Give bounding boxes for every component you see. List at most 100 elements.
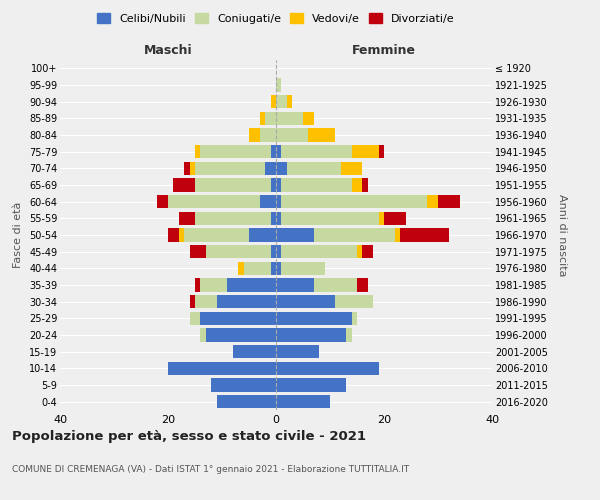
Bar	[438, 195, 460, 208]
Bar	[233, 345, 276, 358]
Bar	[157, 195, 168, 208]
Bar	[379, 212, 384, 225]
Bar	[276, 178, 281, 192]
Bar	[217, 295, 276, 308]
Bar	[362, 245, 373, 258]
Bar	[200, 278, 227, 291]
Bar	[276, 395, 330, 408]
Bar	[271, 212, 276, 225]
Bar	[271, 262, 276, 275]
Text: Femmine: Femmine	[352, 44, 416, 57]
Bar	[308, 128, 335, 141]
Bar	[276, 228, 314, 241]
Bar	[195, 145, 200, 158]
Bar	[249, 128, 260, 141]
Legend: Celibi/Nubili, Coniugati/e, Vedovi/e, Divorziati/e: Celibi/Nubili, Coniugati/e, Vedovi/e, Di…	[95, 10, 457, 26]
Bar	[395, 228, 400, 241]
Bar	[276, 145, 281, 158]
Bar	[195, 295, 217, 308]
Bar	[244, 262, 271, 275]
Bar	[173, 178, 195, 192]
Bar	[200, 328, 206, 342]
Bar	[179, 212, 195, 225]
Y-axis label: Anni di nascita: Anni di nascita	[557, 194, 567, 276]
Bar	[195, 162, 265, 175]
Bar	[276, 212, 281, 225]
Bar	[206, 328, 276, 342]
Bar	[352, 145, 379, 158]
Bar	[271, 245, 276, 258]
Bar	[190, 245, 206, 258]
Text: COMUNE DI CREMENAGA (VA) - Dati ISTAT 1° gennaio 2021 - Elaborazione TUTTITALIA.: COMUNE DI CREMENAGA (VA) - Dati ISTAT 1°…	[12, 465, 409, 474]
Bar	[227, 278, 276, 291]
Bar	[168, 228, 179, 241]
Bar	[276, 112, 303, 125]
Bar	[281, 178, 352, 192]
Bar	[271, 145, 276, 158]
Bar	[341, 162, 362, 175]
Bar	[287, 95, 292, 108]
Bar	[427, 195, 438, 208]
Bar	[184, 162, 190, 175]
Bar	[260, 128, 276, 141]
Text: Popolazione per età, sesso e stato civile - 2021: Popolazione per età, sesso e stato civil…	[12, 430, 366, 443]
Bar	[200, 312, 276, 325]
Bar	[276, 262, 281, 275]
Bar	[362, 178, 368, 192]
Bar	[314, 278, 357, 291]
Bar	[281, 145, 352, 158]
Bar	[276, 128, 308, 141]
Bar	[265, 162, 276, 175]
Bar	[281, 212, 379, 225]
Bar	[190, 162, 195, 175]
Bar	[346, 328, 352, 342]
Bar	[276, 312, 352, 325]
Bar	[379, 145, 384, 158]
Text: Maschi: Maschi	[143, 44, 193, 57]
Bar	[352, 312, 357, 325]
Bar	[276, 378, 346, 392]
Bar	[276, 162, 287, 175]
Bar	[276, 328, 346, 342]
Bar	[281, 245, 357, 258]
Bar	[195, 278, 200, 291]
Bar	[276, 362, 379, 375]
Bar	[276, 245, 281, 258]
Bar	[200, 145, 271, 158]
Bar	[168, 362, 276, 375]
Bar	[190, 312, 200, 325]
Bar	[179, 228, 184, 241]
Bar	[281, 262, 325, 275]
Bar	[195, 178, 271, 192]
Bar	[265, 112, 276, 125]
Bar	[168, 195, 260, 208]
Bar	[357, 278, 368, 291]
Bar	[276, 295, 335, 308]
Bar	[276, 95, 287, 108]
Bar	[400, 228, 449, 241]
Bar	[217, 395, 276, 408]
Bar	[276, 195, 281, 208]
Bar	[303, 112, 314, 125]
Bar	[314, 228, 395, 241]
Bar	[276, 78, 281, 92]
Bar	[357, 245, 362, 258]
Bar	[260, 195, 276, 208]
Bar	[384, 212, 406, 225]
Bar	[260, 112, 265, 125]
Bar	[249, 228, 276, 241]
Bar	[184, 228, 249, 241]
Bar	[271, 178, 276, 192]
Bar	[190, 295, 195, 308]
Bar	[287, 162, 341, 175]
Y-axis label: Fasce di età: Fasce di età	[13, 202, 23, 268]
Bar	[281, 195, 427, 208]
Bar	[352, 178, 362, 192]
Bar	[276, 278, 314, 291]
Bar	[238, 262, 244, 275]
Bar	[276, 345, 319, 358]
Bar	[211, 378, 276, 392]
Bar	[335, 295, 373, 308]
Bar	[206, 245, 271, 258]
Bar	[271, 95, 276, 108]
